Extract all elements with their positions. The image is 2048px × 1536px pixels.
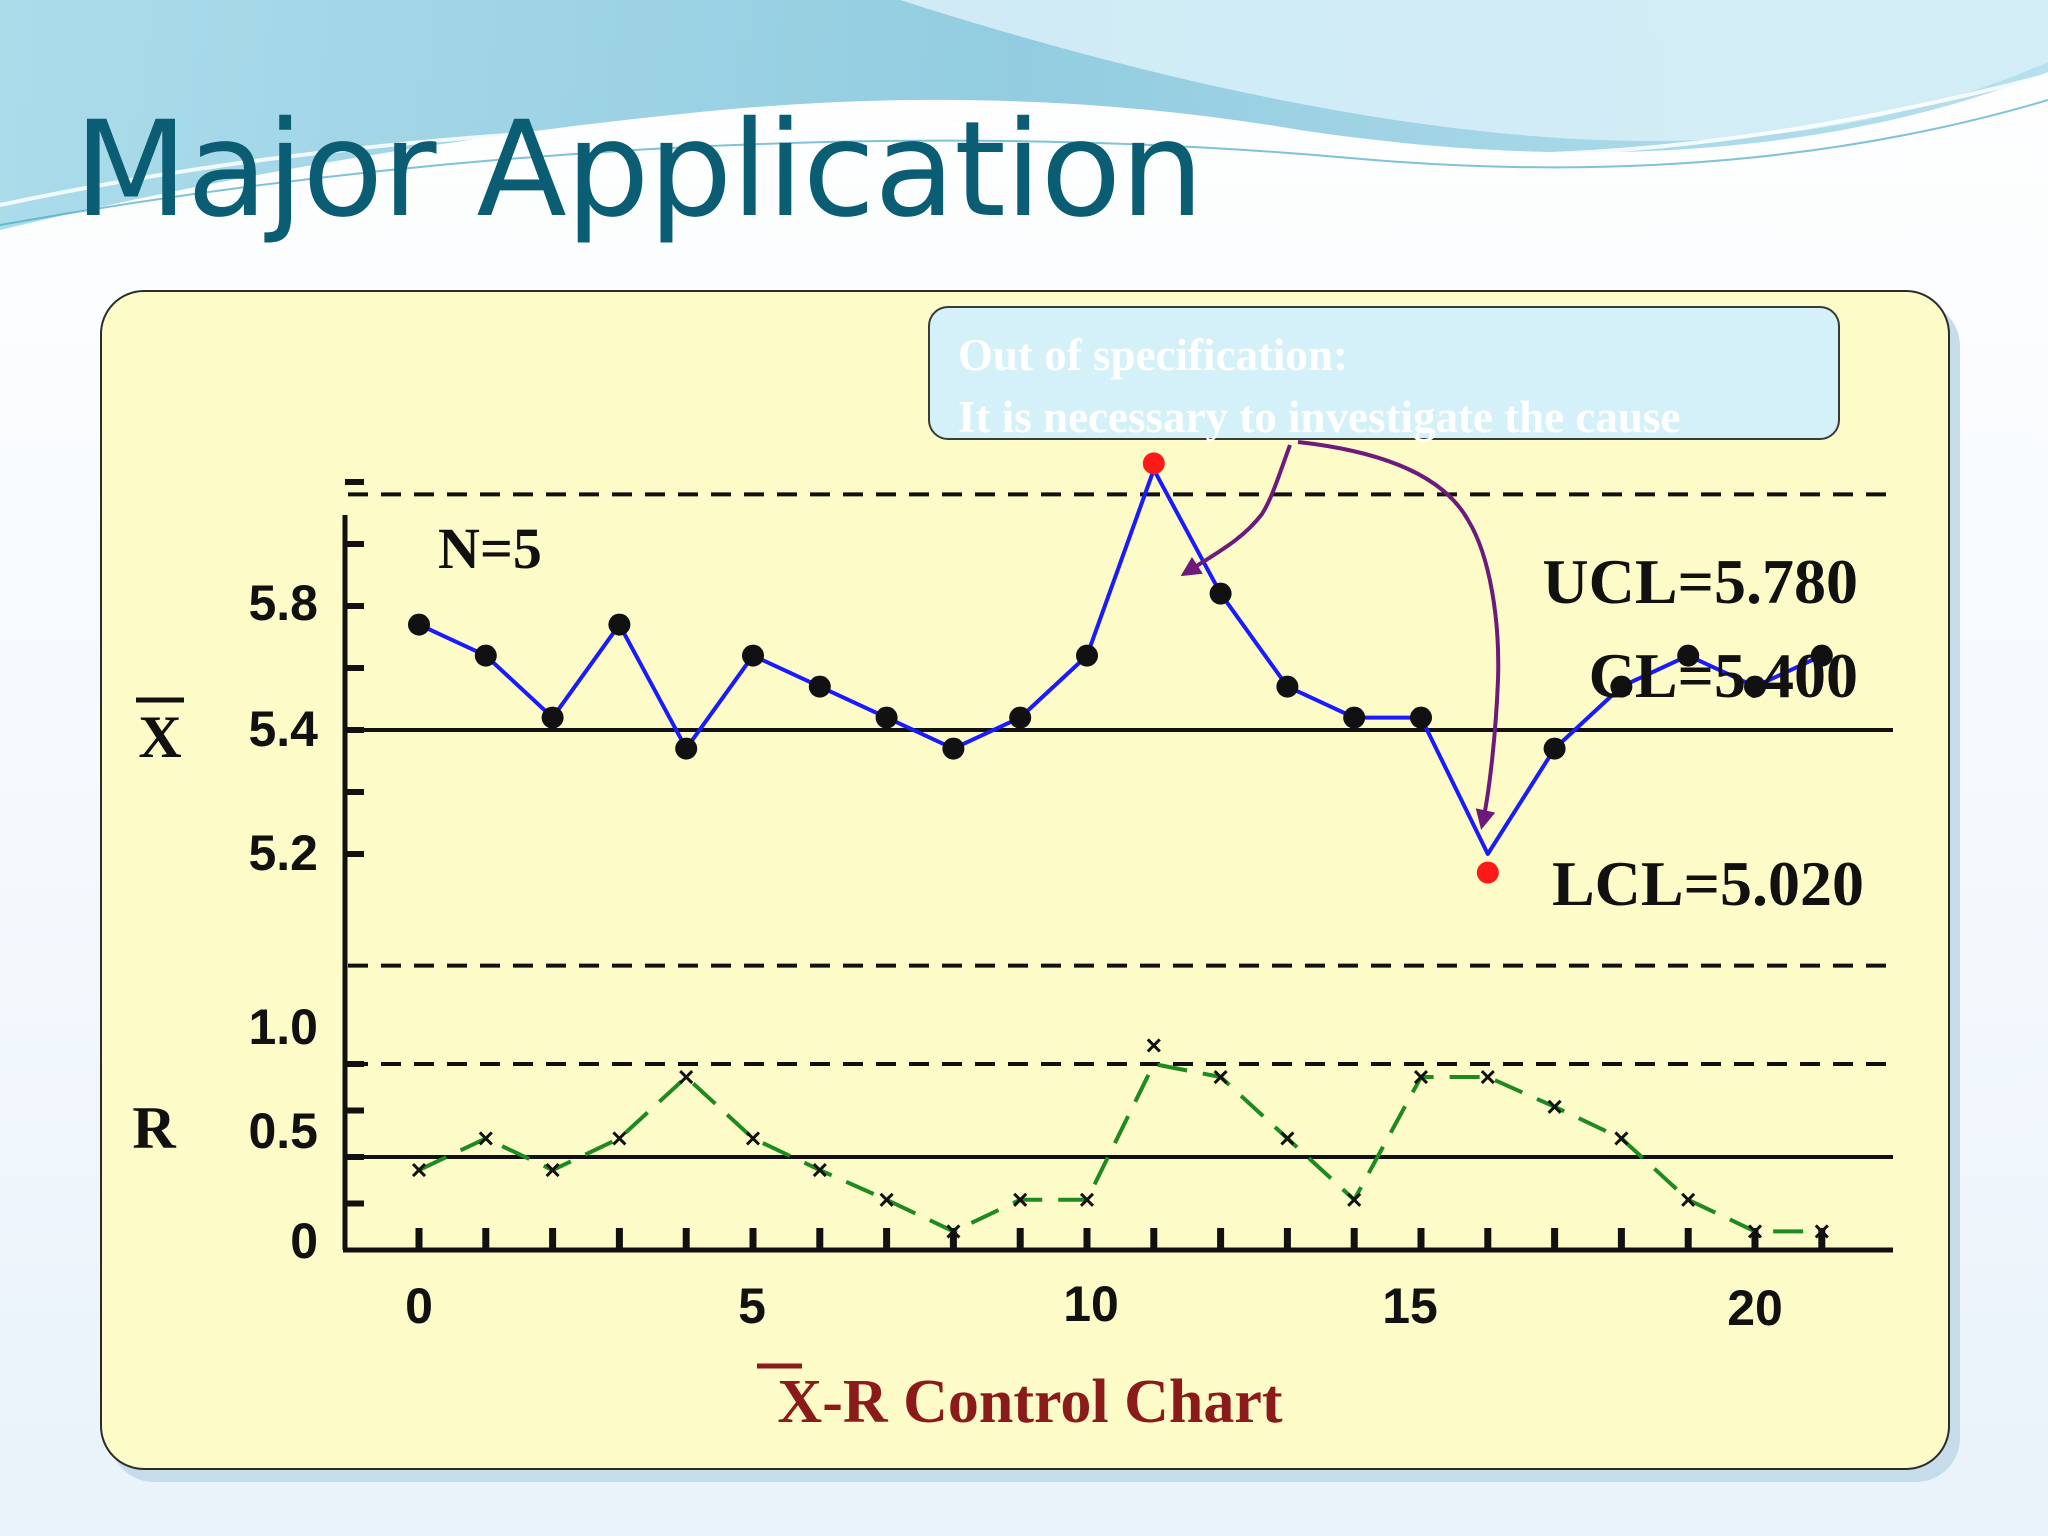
range-point bbox=[1547, 1099, 1562, 1114]
mean-point bbox=[875, 706, 898, 729]
chart-text-labels: N=5 5.2 5.4 5.8 0 0.5 1.0 X R UCL=5.780 … bbox=[132, 516, 1864, 1436]
mean-point bbox=[608, 613, 631, 636]
mean-point bbox=[1410, 706, 1432, 729]
callout-arrow-to-high-point bbox=[1180, 444, 1292, 577]
range-point bbox=[1213, 1069, 1228, 1085]
mean-point bbox=[1276, 675, 1299, 698]
mean-point bbox=[1343, 706, 1366, 729]
range-point bbox=[1681, 1192, 1696, 1207]
mean-point bbox=[742, 644, 764, 667]
callout-line-1: Out of specification: bbox=[958, 330, 1348, 380]
mean-series-line bbox=[418, 467, 1823, 856]
range-series bbox=[411, 1038, 1829, 1239]
range-point bbox=[1146, 1038, 1161, 1053]
mean-point bbox=[1009, 706, 1032, 729]
range-point bbox=[1079, 1192, 1095, 1207]
mean-point bbox=[1677, 644, 1700, 667]
range-point bbox=[545, 1162, 560, 1178]
range-point bbox=[745, 1131, 761, 1146]
x-tick-label: 5 bbox=[738, 1278, 766, 1334]
range-point bbox=[612, 1131, 627, 1146]
range-point bbox=[1814, 1224, 1829, 1239]
range-point bbox=[679, 1069, 694, 1085]
callout-line-2: It is necessary to investigate the cause bbox=[958, 392, 1681, 442]
range-point bbox=[1747, 1224, 1763, 1239]
mean-point bbox=[1610, 675, 1633, 698]
range-point bbox=[1614, 1131, 1629, 1146]
x-tick-label: 10 bbox=[1063, 1276, 1119, 1332]
xbar-y-tick-label: 5.2 bbox=[248, 825, 318, 881]
mean-point bbox=[474, 644, 497, 667]
chart-title-bar-letter: X bbox=[777, 1368, 822, 1436]
range-point bbox=[1280, 1131, 1295, 1146]
range-point bbox=[1413, 1069, 1429, 1085]
r-axis-label: R bbox=[132, 1095, 176, 1161]
out-of-control-point bbox=[1142, 452, 1165, 475]
chart-title: X-R Control Chart bbox=[777, 1368, 1283, 1436]
mean-point bbox=[675, 737, 698, 760]
sample-size-label: N=5 bbox=[438, 516, 542, 581]
xbar-axis-label: X bbox=[138, 704, 181, 770]
x-axis-ticks bbox=[415, 1228, 1826, 1250]
r-y-tick-label: 1.0 bbox=[248, 999, 318, 1055]
range-point bbox=[411, 1162, 427, 1178]
callout-arrows bbox=[1180, 440, 1501, 830]
range-point bbox=[1347, 1192, 1362, 1207]
range-series-line bbox=[418, 1062, 1822, 1234]
mean-point bbox=[1543, 737, 1566, 760]
ucl-label: UCL=5.780 bbox=[1542, 546, 1858, 617]
header-wave-decoration bbox=[0, 0, 2048, 230]
chart-panel bbox=[100, 290, 1950, 1470]
x-tick-label: 20 bbox=[1727, 1280, 1783, 1336]
r-y-tick-label: 0 bbox=[290, 1213, 318, 1269]
mean-point bbox=[808, 675, 831, 698]
control-limit-lines bbox=[348, 492, 1893, 1159]
callout-arrow-to-low-point bbox=[1297, 440, 1501, 830]
mean-series bbox=[408, 452, 1833, 884]
slide-title: Major Application bbox=[74, 93, 1204, 247]
r-y-tick-label: 0.5 bbox=[248, 1103, 318, 1159]
range-point bbox=[478, 1131, 493, 1146]
mean-point bbox=[942, 737, 965, 760]
range-point bbox=[1013, 1192, 1028, 1207]
range-point bbox=[946, 1224, 961, 1239]
out-of-control-point bbox=[1476, 861, 1499, 884]
xbar-y-tick-label: 5.8 bbox=[248, 575, 318, 631]
mean-point bbox=[541, 706, 564, 729]
mean-point bbox=[1744, 675, 1766, 698]
x-tick-label: 0 bbox=[405, 1278, 433, 1334]
xbar-y-tick-label: 5.4 bbox=[248, 701, 318, 757]
mean-point bbox=[1209, 582, 1232, 605]
range-point bbox=[812, 1162, 827, 1178]
mean-point bbox=[1076, 644, 1098, 667]
x-tick-label: 15 bbox=[1382, 1278, 1438, 1334]
chart-title-rest: -R Control Chart bbox=[822, 1368, 1283, 1436]
lcl-label: LCL=5.020 bbox=[1552, 848, 1864, 919]
axes bbox=[342, 515, 1893, 1253]
mean-point bbox=[408, 613, 430, 636]
mean-point bbox=[1810, 644, 1833, 667]
cl-label: CL=5.400 bbox=[1589, 640, 1858, 711]
range-point bbox=[1480, 1069, 1495, 1085]
y-axis-ticks bbox=[345, 479, 364, 1207]
out-of-spec-callout: Out of specification: It is necessary to… bbox=[928, 306, 1840, 442]
range-point bbox=[879, 1192, 894, 1207]
